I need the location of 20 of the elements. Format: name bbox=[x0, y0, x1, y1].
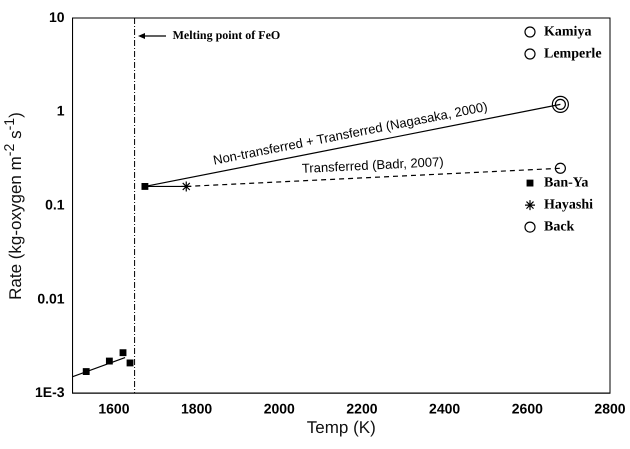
x-tick-label: 2400 bbox=[429, 400, 460, 416]
x-tick-label: 1600 bbox=[98, 400, 130, 416]
x-axis-title: Temp (K) bbox=[306, 418, 376, 438]
y-tick-label: 0.1 bbox=[45, 196, 65, 212]
legend-label: Back bbox=[544, 220, 575, 235]
x-tick-label: 2800 bbox=[594, 400, 626, 416]
y-tick-label: 1E-3 bbox=[34, 384, 65, 400]
y-tick-label: 0.01 bbox=[37, 290, 65, 306]
legend-label: Hayashi bbox=[544, 198, 594, 213]
x-tick-label: 1800 bbox=[181, 400, 212, 416]
legend-label: Lemperle bbox=[544, 46, 602, 62]
legend-label: Ban-Ya bbox=[544, 176, 588, 191]
y-tick-label: 10 bbox=[48, 8, 65, 25]
x-tick-label: 2200 bbox=[346, 400, 378, 416]
y-tick-label: 1 bbox=[56, 102, 65, 119]
x-tick-label: 2000 bbox=[264, 400, 296, 416]
x-tick-label: 2600 bbox=[512, 400, 544, 416]
ref-line-label: Melting point of FeO bbox=[172, 28, 280, 42]
series-label: Transferred (Badr, 2007) bbox=[302, 154, 444, 176]
legend-label: Kamiya bbox=[544, 24, 592, 40]
